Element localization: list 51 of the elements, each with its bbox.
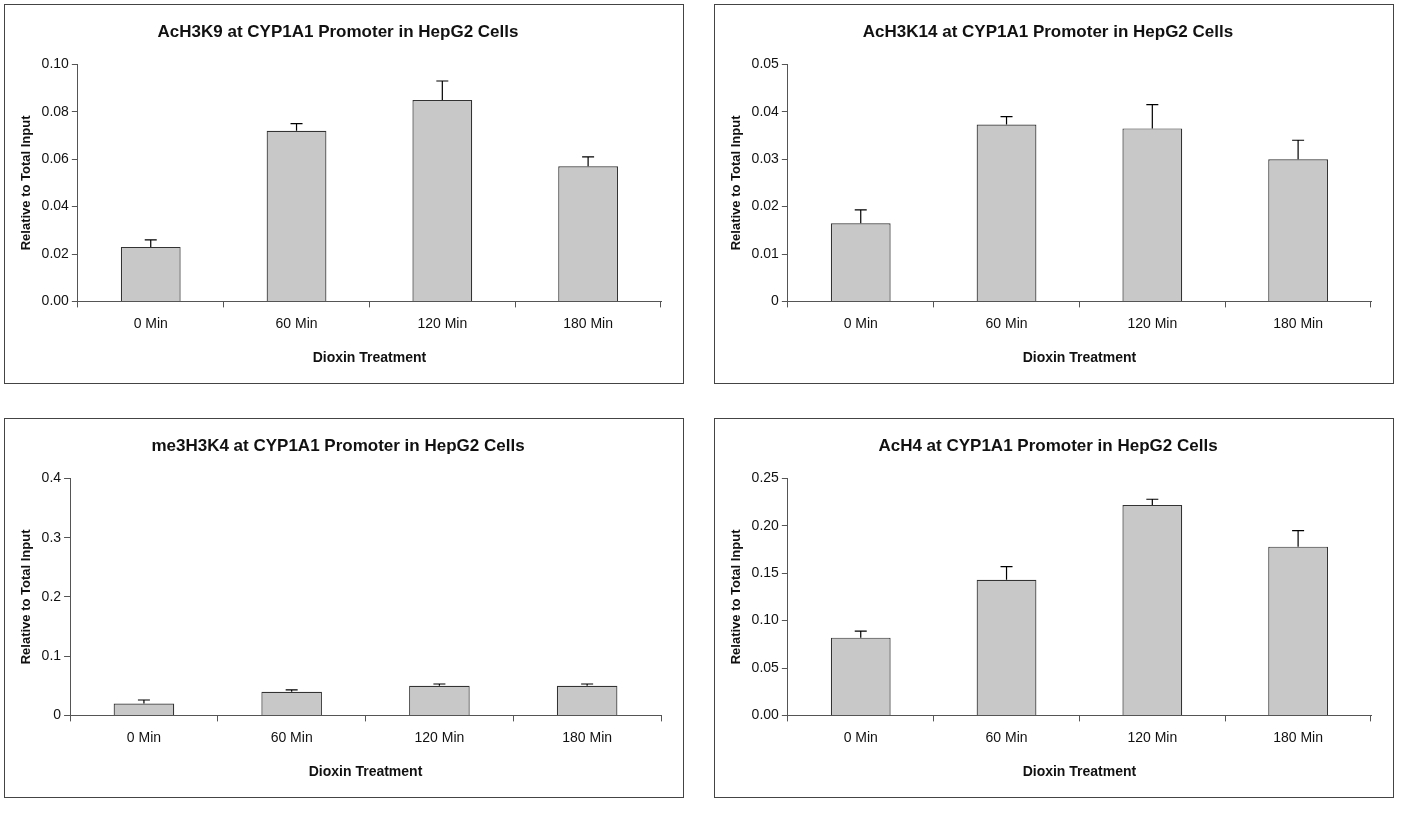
- x-tick-label: 120 Min: [414, 728, 465, 745]
- x-tick-label: 0 Min: [843, 728, 878, 745]
- chart-title: AcH3K9 at CYP1A1 Promoter in HepG2 Cells: [157, 21, 519, 41]
- y-tick-label: 0.06: [41, 150, 70, 167]
- y-tick-label: 0.03: [751, 150, 780, 167]
- y-tick-label: 0.00: [41, 292, 70, 309]
- x-tick-label: 60 Min: [270, 728, 313, 745]
- y-tick-label: 0.20: [751, 516, 780, 533]
- chart-title: AcH3K14 at CYP1A1 Promoter in HepG2 Cells: [862, 21, 1234, 41]
- x-axis-title: Dioxin Treatment: [308, 763, 423, 780]
- y-tick-label: 0.02: [41, 244, 70, 261]
- chart-title: me3H3K4 at CYP1A1 Promoter in HepG2 Cells: [151, 435, 525, 455]
- y-tick-label: 0.01: [751, 244, 780, 261]
- y-axis-title: Relative to Total Input: [728, 114, 744, 251]
- x-tick-label: 180 Min: [563, 314, 614, 331]
- y-tick-label: 0: [53, 706, 62, 723]
- y-tick-label: 0.08: [41, 102, 70, 119]
- x-tick-label: 120 Min: [1127, 314, 1178, 331]
- x-tick-label: 0 Min: [843, 314, 878, 331]
- x-tick-label: 180 Min: [562, 728, 613, 745]
- x-tick-label: 180 Min: [1273, 314, 1324, 331]
- chart-title: AcH4 at CYP1A1 Promoter in HepG2 Cells: [878, 435, 1218, 455]
- y-tick-label: 0.04: [41, 197, 70, 214]
- x-axis-title: Dioxin Treatment: [1022, 763, 1137, 780]
- y-tick-label: 0.05: [751, 55, 780, 72]
- y-tick-label: 0: [771, 292, 780, 309]
- x-tick-label: 60 Min: [985, 728, 1028, 745]
- y-tick-label: 0.3: [41, 528, 62, 545]
- y-tick-label: 0.25: [751, 469, 780, 486]
- y-tick-label: 0.4: [41, 469, 62, 486]
- x-tick-label: 0 Min: [133, 314, 168, 331]
- y-tick-label: 0.1: [41, 647, 62, 664]
- x-tick-label: 60 Min: [275, 314, 318, 331]
- y-tick-label: 0.15: [751, 564, 780, 581]
- y-tick-label: 0.10: [41, 55, 70, 72]
- y-tick-label: 0.04: [751, 102, 780, 119]
- y-tick-label: 0.2: [41, 587, 62, 604]
- y-tick-label: 0.10: [751, 611, 780, 628]
- y-tick-label: 0.00: [751, 706, 780, 723]
- y-tick-label: 0.05: [751, 658, 780, 675]
- y-axis-title: Relative to Total Input: [18, 114, 34, 251]
- x-tick-label: 180 Min: [1273, 728, 1324, 745]
- x-tick-label: 60 Min: [985, 314, 1028, 331]
- y-tick-label: 0.02: [751, 197, 780, 214]
- x-tick-label: 120 Min: [417, 314, 468, 331]
- x-axis-title: Dioxin Treatment: [312, 349, 427, 366]
- x-tick-label: 0 Min: [126, 728, 162, 745]
- y-axis-title: Relative to Total Input: [728, 528, 744, 665]
- y-axis-title: Relative to Total Input: [18, 528, 34, 665]
- x-tick-label: 120 Min: [1127, 728, 1178, 745]
- x-axis-title: Dioxin Treatment: [1022, 349, 1137, 366]
